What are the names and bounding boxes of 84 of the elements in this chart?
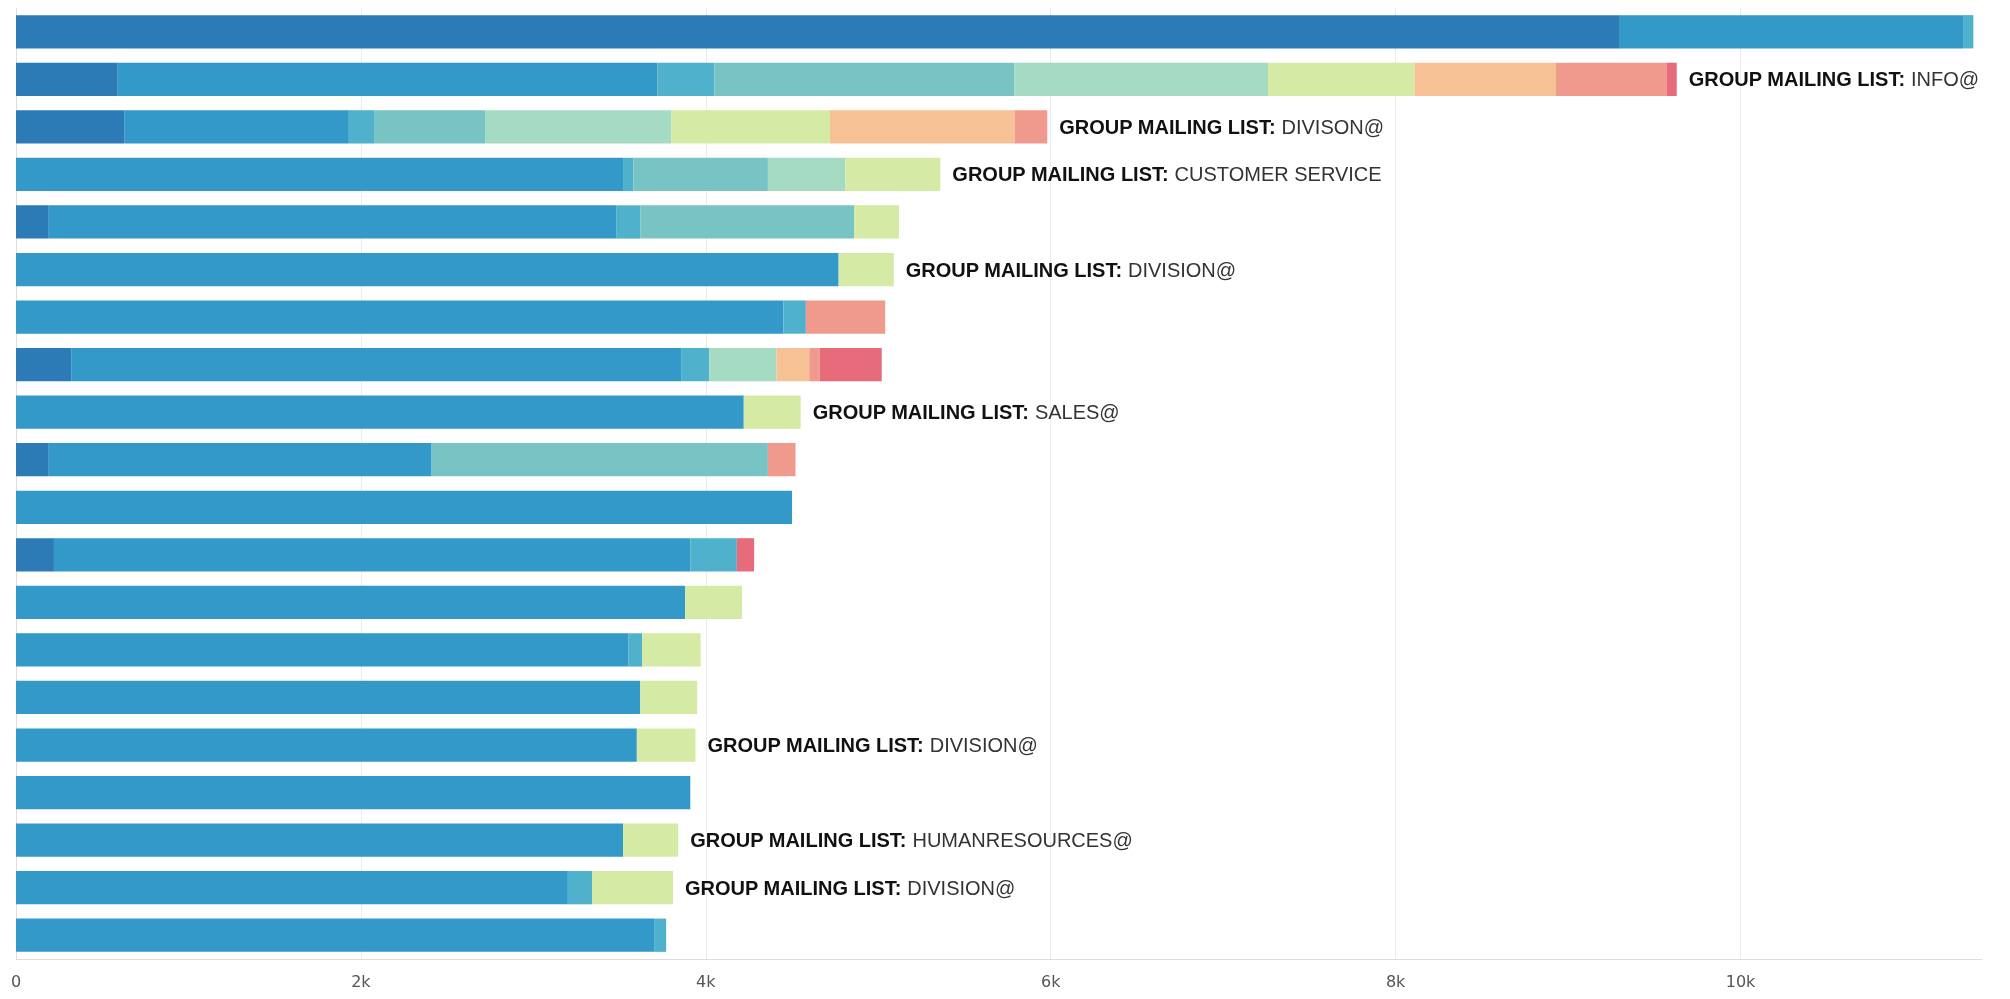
bar [767, 157, 846, 192]
bar [1963, 15, 1974, 49]
bar [48, 443, 432, 477]
bar [623, 157, 634, 192]
x-tick-label: 2k [351, 971, 372, 991]
bar [374, 110, 486, 144]
bar [767, 443, 796, 477]
bar [1666, 62, 1677, 96]
bar [845, 157, 941, 192]
data-label: GROUP MAILING LIST: HUMANRESOURCES@ [690, 829, 1133, 852]
bar [16, 395, 744, 429]
bar [640, 680, 698, 715]
data-label: GROUP MAILING LIST: SALES@ [812, 401, 1120, 424]
bar [1414, 62, 1557, 96]
x-tick-label: 4k [696, 971, 717, 991]
bar [16, 347, 72, 382]
bar [16, 110, 125, 144]
bar [117, 62, 658, 96]
bar [16, 252, 839, 287]
bar [657, 62, 715, 96]
bar [776, 347, 810, 382]
bar [348, 110, 375, 144]
bar [48, 205, 617, 239]
bar [805, 300, 886, 334]
bar [16, 775, 691, 810]
bar [654, 918, 667, 952]
bar [71, 347, 682, 382]
bar [671, 110, 830, 144]
bar [16, 157, 624, 192]
bar [16, 585, 686, 620]
x-tick-label: 8k [1385, 971, 1407, 991]
bar [809, 347, 820, 382]
bar [1014, 110, 1048, 144]
data-label: GROUP MAILING LIST: DIVISON@ [1059, 115, 1385, 138]
bar [16, 728, 637, 762]
bar [485, 110, 672, 144]
bar [783, 300, 806, 334]
bar [854, 205, 899, 239]
bar [16, 823, 624, 857]
bar [431, 443, 768, 477]
data-label: GROUP MAILING LIST: DIVISION@ [707, 734, 1038, 757]
data-label: GROUP MAILING LIST: CUSTOMER SERVICE [952, 163, 1382, 186]
bar [736, 538, 755, 572]
bar [16, 490, 793, 524]
bar [819, 347, 882, 382]
x-tick-label: 0 [10, 971, 22, 991]
bar [681, 347, 710, 382]
bar [640, 205, 855, 239]
bar [1619, 15, 1964, 49]
x-tick-label: 6k [1041, 971, 1062, 991]
bar [1268, 62, 1415, 96]
bar [636, 728, 696, 762]
bar [16, 15, 1620, 49]
bar [829, 110, 1015, 144]
bar [714, 62, 1015, 96]
bar [642, 633, 701, 667]
bar [628, 633, 643, 667]
bar [16, 871, 568, 905]
bar [16, 538, 54, 572]
data-label: GROUP MAILING LIST: DIVISION@ [685, 876, 1016, 899]
bar [16, 680, 641, 715]
bar [838, 252, 894, 287]
bar [685, 585, 743, 620]
bar [567, 871, 592, 905]
bar [16, 633, 629, 667]
bar [690, 538, 737, 572]
data-label: GROUP MAILING LIST: DIVISION@ [905, 258, 1237, 281]
data-label: GROUP MAILING LIST: INFO@ [1688, 68, 1980, 91]
bar [16, 918, 655, 952]
bar [16, 300, 784, 334]
bar [623, 823, 679, 857]
bar [616, 205, 641, 239]
bar [592, 871, 674, 905]
bar [1556, 62, 1667, 96]
bar [16, 443, 49, 477]
bar [633, 157, 768, 192]
bar [743, 395, 801, 429]
bar [16, 205, 49, 239]
bar [16, 62, 118, 96]
x-tick-label: 10k [1725, 971, 1757, 991]
bar [124, 110, 349, 144]
bar [1014, 62, 1269, 96]
bar [53, 538, 691, 572]
bar [709, 347, 777, 382]
